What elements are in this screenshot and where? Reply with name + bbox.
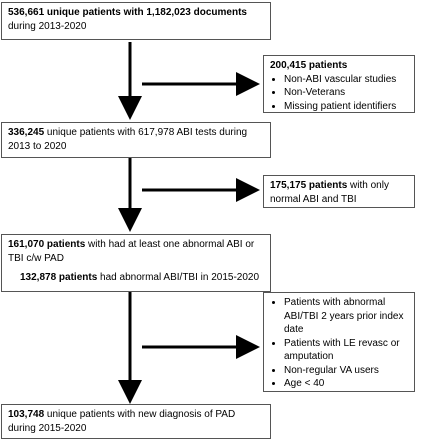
exclusion-box-2-text: with only normal ABI and TBI: [270, 180, 389, 205]
flow-box-2-text: unique patients with 617,978 ABI tests d…: [8, 127, 248, 152]
flow-box-4: 103,748 unique patients with new diagnos…: [1, 404, 271, 439]
flow-box-2-bold: 336,245: [8, 127, 45, 138]
flow-box-3-sub-text: had abnormal ABI/TBI in 2015-2020: [97, 272, 260, 283]
exclusion-box-2: 175,175 patients with only normal ABI an…: [263, 175, 415, 208]
exclusion-item: Age < 40: [284, 377, 408, 391]
flow-box-2: 336,245 unique patients with 617,978 ABI…: [1, 122, 271, 158]
exclusion-item: Patients with abnormal ABI/TBI 2 years p…: [284, 296, 408, 337]
flow-box-1-text: during 2013-2020: [8, 20, 87, 32]
flow-box-3: 161,070 patients with had at least one a…: [1, 234, 271, 292]
exclusion-box-1: 200,415 patients Non-ABI vascular studie…: [263, 55, 415, 113]
exclusion-item: Non-ABI vascular studies: [284, 73, 408, 87]
exclusion-box-1-list: Non-ABI vascular studies Non-Veterans Mi…: [270, 73, 408, 114]
flow-box-4-bold: 103,748: [8, 409, 45, 420]
exclusion-box-3-list: Patients with abnormal ABI/TBI 2 years p…: [270, 296, 408, 391]
exclusion-box-1-title: 200,415 patients: [270, 60, 348, 71]
exclusion-item: Missing patient identifiers: [284, 100, 408, 114]
exclusion-item: Non-regular VA users: [284, 364, 408, 378]
flow-box-3-sub: 132,878 patients had abnormal ABI/TBI in…: [8, 271, 264, 285]
flow-box-4-text: unique patients with new diagnosis of PA…: [8, 409, 236, 434]
exclusion-box-2-bold: 175,175 patients: [270, 180, 348, 191]
flow-box-3-sub-bold: 132,878 patients: [20, 272, 98, 283]
flow-box-3-bold: 161,070 patients: [8, 239, 86, 250]
exclusion-item: Non-Veterans: [284, 86, 408, 100]
flow-box-3-text: with had at least one abnormal ABI or TB…: [8, 239, 255, 264]
flow-box-1-bold: 536,661 unique patients with 1,182,023 d…: [8, 7, 247, 18]
exclusion-box-3: Patients with abnormal ABI/TBI 2 years p…: [263, 292, 415, 392]
flow-box-1: 536,661 unique patients with 1,182,023 d…: [1, 2, 271, 40]
exclusion-item: Patients with LE revasc or amputation: [284, 337, 408, 364]
